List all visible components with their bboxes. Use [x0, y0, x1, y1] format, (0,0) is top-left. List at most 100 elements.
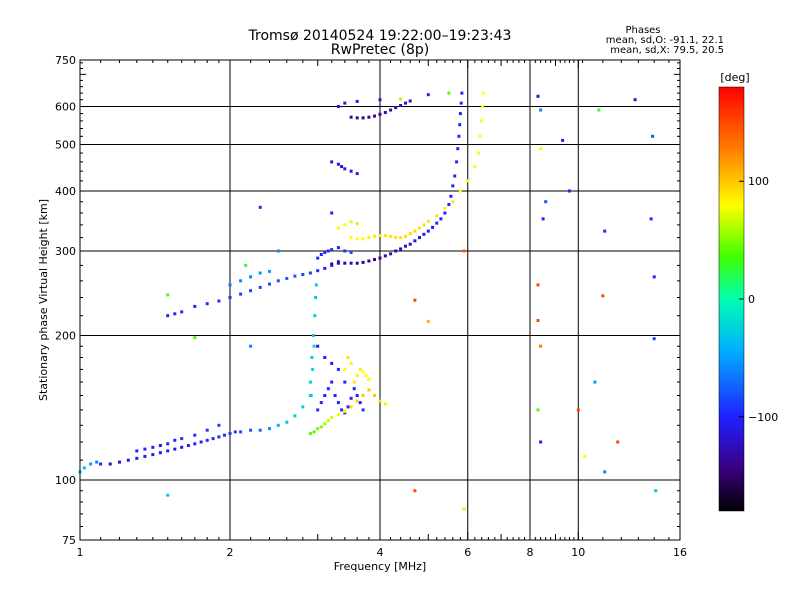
colorbar-tick-label: 100 [748, 175, 769, 188]
x-tick-label: 10 [571, 546, 585, 559]
data-point [180, 445, 184, 449]
data-point [346, 405, 350, 409]
data-point [399, 97, 403, 101]
data-point [343, 409, 347, 413]
data-point [330, 380, 334, 384]
data-point [166, 314, 170, 318]
data-point [422, 232, 426, 236]
data-point [108, 462, 112, 466]
data-point [418, 226, 421, 230]
colorbar-label: [deg] [720, 71, 749, 84]
data-point [457, 134, 461, 138]
data-point [439, 217, 443, 221]
data-point [336, 162, 340, 166]
data-point [478, 134, 482, 138]
data-point [330, 262, 334, 266]
x-tick-label: 16 [673, 546, 687, 559]
data-point [343, 261, 347, 265]
data-point [431, 225, 435, 229]
data-point [568, 189, 571, 193]
data-point [326, 387, 330, 391]
data-point [249, 428, 253, 432]
data-point [239, 430, 243, 434]
phase-stats-line-o: mean, sd,O: -91.1, 22.1 [606, 35, 724, 46]
chart-subtitle: RwPretec (8p) [331, 42, 429, 58]
data-point [561, 138, 565, 142]
data-point [404, 234, 407, 238]
data-point [394, 106, 398, 110]
data-point [326, 419, 330, 423]
data-point [367, 259, 371, 263]
data-point [158, 451, 162, 455]
data-point [361, 394, 365, 397]
data-point [343, 167, 347, 171]
data-point [383, 111, 387, 114]
data-point [373, 258, 376, 261]
data-point [336, 226, 340, 230]
data-point [373, 114, 376, 118]
data-point [349, 169, 353, 173]
data-point [82, 466, 86, 470]
x-tick-label: 4 [377, 546, 384, 559]
data-point [301, 273, 305, 276]
data-point [536, 283, 540, 287]
data-point [451, 184, 455, 188]
data-point [453, 174, 457, 178]
data-point [313, 314, 317, 318]
data-point [361, 116, 365, 120]
data-point [426, 229, 430, 233]
data-point [205, 302, 209, 306]
data-point [143, 454, 147, 458]
data-point [413, 229, 417, 233]
data-point [314, 296, 318, 299]
data-point [311, 334, 315, 337]
data-point [361, 237, 365, 241]
data-point [544, 200, 548, 204]
data-point [367, 115, 371, 119]
data-point [458, 123, 462, 127]
data-point [399, 247, 403, 251]
data-point [316, 269, 320, 273]
data-point [285, 420, 289, 424]
data-point [343, 380, 347, 384]
data-point [349, 361, 353, 365]
x-tick-label: 8 [527, 546, 534, 559]
data-point [276, 279, 280, 283]
data-point [378, 234, 382, 238]
data-point [418, 236, 421, 240]
data-point [426, 319, 430, 323]
data-point [378, 399, 382, 403]
data-point [258, 271, 262, 275]
data-point [330, 211, 334, 215]
data-point [408, 242, 412, 246]
data-point [343, 223, 347, 227]
data-point [330, 248, 334, 252]
data-point [205, 438, 209, 442]
data-point [539, 440, 543, 444]
data-point [258, 285, 262, 289]
data-point [583, 454, 587, 458]
x-tick-label: 1 [77, 546, 84, 559]
data-point [323, 266, 327, 270]
data-point [268, 269, 271, 273]
data-point [276, 423, 280, 427]
colorbar-ticks: 100 0 −100 [739, 175, 778, 424]
y-tick-label: 100 [55, 474, 76, 487]
data-point [166, 442, 170, 446]
data-point [383, 402, 387, 406]
data-point [378, 98, 382, 102]
data-point [355, 237, 359, 241]
data-point [361, 408, 365, 412]
data-point [422, 223, 426, 227]
data-point [443, 206, 447, 210]
data-point [539, 344, 543, 348]
data-point [349, 405, 353, 409]
data-point [151, 453, 155, 457]
data-point [536, 408, 540, 412]
data-point [455, 160, 459, 164]
data-point [186, 444, 190, 447]
data-point [449, 194, 453, 198]
data-point [462, 249, 466, 253]
data-points [78, 91, 658, 511]
data-point [343, 249, 347, 253]
